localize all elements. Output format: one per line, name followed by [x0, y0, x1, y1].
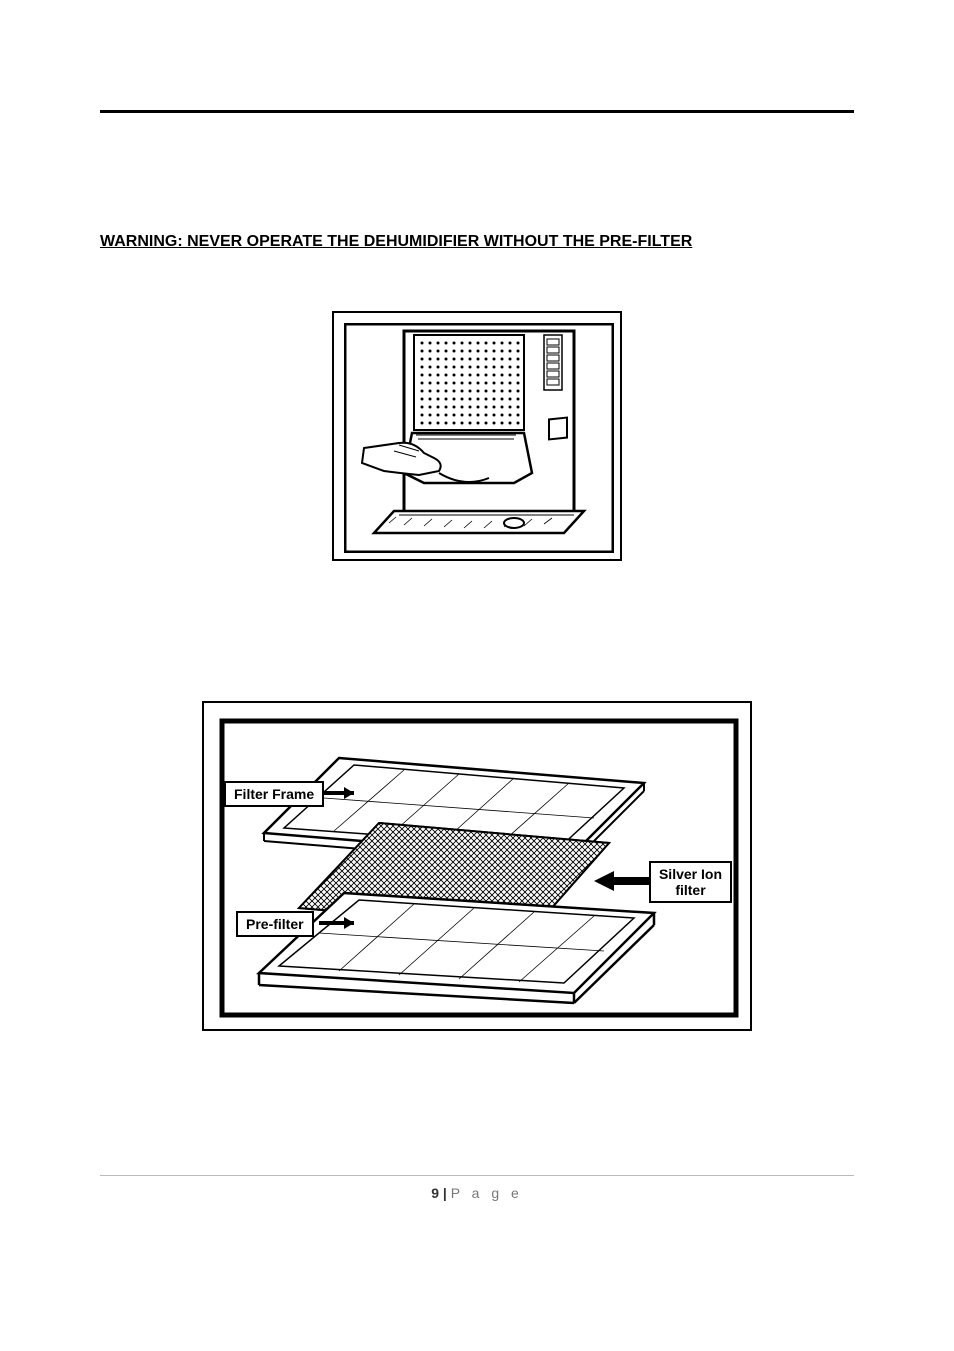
warning-text: WARNING: NEVER OPERATE THE DEHUMIDIFIER …	[100, 233, 854, 251]
page-footer: 9 | P a g e	[0, 1185, 954, 1201]
page-number: 9	[431, 1185, 439, 1201]
callout-filter-frame: Filter Frame	[224, 781, 324, 807]
callout-silver-ion: Silver Ion filter	[649, 861, 732, 903]
footer-pipe: |	[439, 1185, 451, 1201]
callout-pre-filter: Pre-filter	[236, 911, 314, 937]
dehumidifier-illustration	[344, 323, 614, 553]
header-rule	[100, 110, 854, 113]
footer-label: P a g e	[451, 1185, 523, 1201]
figure-dehumidifier	[332, 311, 622, 561]
footer-rule	[100, 1175, 854, 1176]
figure-filter-assembly: Filter Frame Pre-filter Silver Ion filte…	[202, 701, 752, 1031]
